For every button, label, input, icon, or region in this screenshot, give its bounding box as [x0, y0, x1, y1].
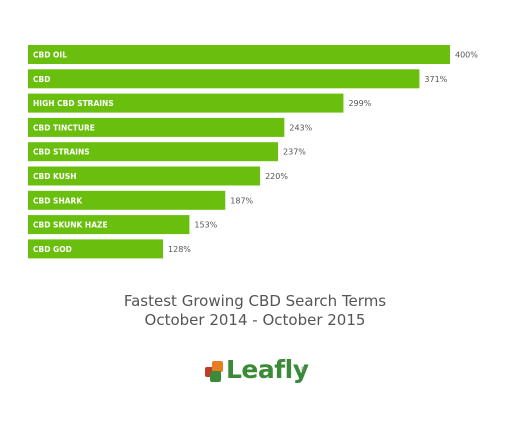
bar-value-label: 187%	[230, 196, 253, 205]
bar-category-label: CBD	[33, 75, 50, 84]
bar-category-label: CBD SKUNK HAZE	[33, 221, 108, 230]
bar-category-label: CBD OIL	[33, 51, 67, 60]
leafly-logo-icon	[205, 361, 223, 382]
bar-chart: CBD OIL 400% CBD 371% HIGH CBD STRAINS 299% CB…	[28, 45, 478, 259]
bar	[28, 69, 420, 89]
bar	[28, 166, 261, 186]
bar	[28, 45, 450, 64]
bar-value-label: 371%	[424, 75, 447, 84]
bar-category-label: CBD SHARK	[33, 196, 83, 205]
registered-mark: ®	[300, 366, 306, 373]
bar-value-label: 400%	[455, 51, 478, 60]
leafly-logo: Leafly ®	[204, 352, 314, 388]
bar-category-label: CBD GOD	[33, 245, 72, 254]
bar	[28, 215, 190, 235]
bar-value-label: 153%	[194, 221, 217, 230]
bar-category-label: HIGH CBD STRAINS	[33, 99, 114, 108]
bar-value-label: 128%	[168, 245, 191, 254]
bar	[28, 239, 164, 259]
chart-subtitle: October 2014 - October 2015	[144, 311, 366, 329]
bar	[28, 142, 279, 162]
bar-category-label: CBD TINCTURE	[33, 123, 95, 132]
bar	[28, 117, 285, 137]
bar-value-label: 220%	[265, 172, 288, 181]
bar	[28, 190, 226, 210]
bar-value-label: 243%	[289, 123, 312, 132]
bar-value-label: 237%	[283, 148, 306, 157]
bar-value-label: 299%	[348, 99, 371, 108]
bar-category-label: CBD KUSH	[33, 172, 77, 181]
leafly-logo-text: Leafly	[226, 355, 309, 384]
bar	[28, 93, 344, 113]
chart-title: Fastest Growing CBD Search Terms	[123, 292, 387, 310]
bar-category-label: CBD STRAINS	[33, 148, 90, 157]
